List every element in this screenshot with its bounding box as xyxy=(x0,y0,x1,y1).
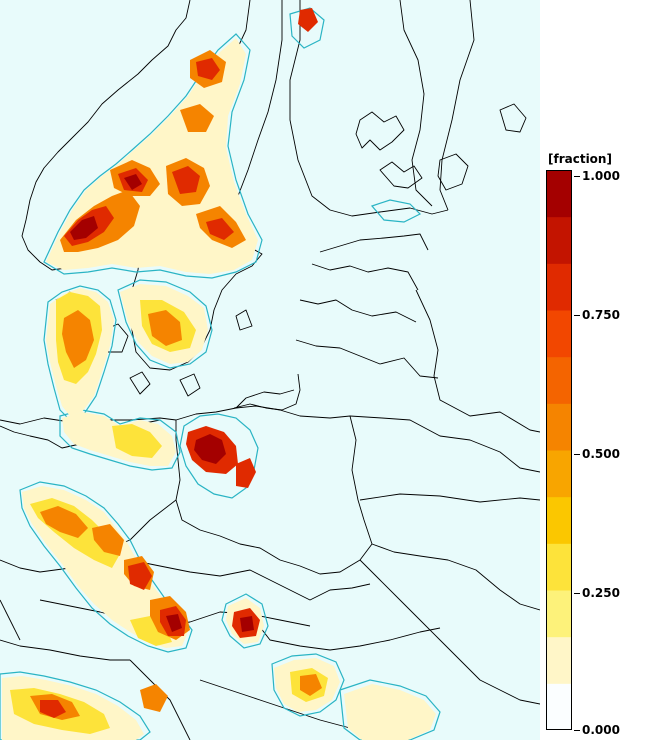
colorbar-step-10 xyxy=(546,216,572,264)
colorbar-step-9 xyxy=(546,263,572,311)
map-canvas xyxy=(0,0,540,740)
colorbar-step-11 xyxy=(546,170,572,218)
colorbar-step-2 xyxy=(546,590,572,638)
colorbar-step-6 xyxy=(546,403,572,451)
colorbar-step-7 xyxy=(546,356,572,404)
colorbar-step-8 xyxy=(546,310,572,358)
contour-lines xyxy=(0,7,441,740)
map-panel xyxy=(0,0,540,740)
legend-tick-0-75: 0.750 xyxy=(574,308,620,322)
legend-tick-1: 1.000 xyxy=(574,169,620,183)
colorbar-frame xyxy=(546,170,572,730)
legend-tick-0: 0.000 xyxy=(574,723,620,737)
colorbar-step-1 xyxy=(546,636,572,684)
legend-tick-0-5: 0.500 xyxy=(574,447,620,461)
colorbar xyxy=(546,170,572,730)
colorbar-legend: [fraction] 1.000 0.750 0.500 0.250 0.000 xyxy=(540,0,669,740)
colorbar-step-4 xyxy=(546,496,572,544)
legend-title: [fraction] xyxy=(548,152,612,166)
colorbar-step-0 xyxy=(546,683,572,730)
fraction-field-max xyxy=(70,174,254,632)
colorbar-step-3 xyxy=(546,543,572,591)
colorbar-step-5 xyxy=(546,450,572,498)
legend-tick-0-25: 0.250 xyxy=(574,586,620,600)
